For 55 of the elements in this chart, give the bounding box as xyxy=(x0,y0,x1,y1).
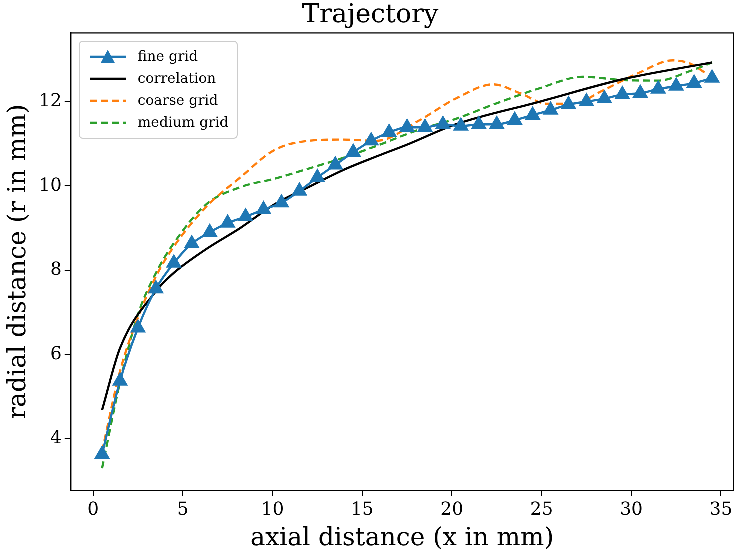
point xyxy=(526,107,540,120)
point xyxy=(113,373,128,386)
legend-label: medium grid xyxy=(138,115,229,132)
point xyxy=(310,170,325,182)
point xyxy=(364,132,379,146)
point xyxy=(705,70,720,83)
legend-label: coarse grid xyxy=(138,93,218,110)
point xyxy=(382,124,397,138)
legend-label: correlation xyxy=(138,71,216,88)
point xyxy=(418,119,432,132)
point xyxy=(472,116,486,130)
point xyxy=(202,224,218,238)
point xyxy=(166,255,182,268)
point xyxy=(562,96,576,110)
point xyxy=(400,119,414,132)
point xyxy=(490,116,504,130)
y-tick-label: 4 xyxy=(50,428,62,449)
y-tick-label: 8 xyxy=(50,259,62,280)
point xyxy=(436,116,450,130)
point xyxy=(256,202,271,214)
x-tick-label: 10 xyxy=(261,498,284,520)
point xyxy=(131,320,146,333)
point xyxy=(615,86,630,100)
point xyxy=(651,81,666,94)
point xyxy=(184,236,200,248)
x-tick-label: 25 xyxy=(530,498,554,520)
point xyxy=(328,156,343,170)
point xyxy=(580,94,594,106)
x-axis-title: axial distance (x in mm) xyxy=(250,522,554,552)
point xyxy=(508,112,522,126)
x-tick-label: 30 xyxy=(620,498,643,520)
point xyxy=(220,215,236,228)
y-tick-label: 6 xyxy=(50,343,62,364)
y-tick-label: 12 xyxy=(39,90,62,112)
x-tick-label: 0 xyxy=(88,498,100,520)
y-tick-label: 10 xyxy=(39,174,62,196)
point xyxy=(292,183,307,196)
point xyxy=(687,75,702,88)
point xyxy=(346,144,361,158)
x-tick-label: 35 xyxy=(710,498,733,520)
chart-title: Trajectory xyxy=(302,0,440,30)
point xyxy=(597,90,612,104)
point xyxy=(274,194,289,208)
y-axis-title: radial distance (r in mm) xyxy=(2,104,32,420)
legend-label: fine grid xyxy=(138,49,198,66)
x-tick-label: 15 xyxy=(350,498,374,520)
point xyxy=(633,85,648,98)
point xyxy=(544,102,558,115)
point xyxy=(454,118,468,131)
x-tick-label: 20 xyxy=(440,498,464,520)
point xyxy=(238,208,253,222)
point xyxy=(669,78,684,91)
x-tick-label: 5 xyxy=(177,498,189,520)
point xyxy=(148,280,164,294)
point xyxy=(95,446,110,460)
